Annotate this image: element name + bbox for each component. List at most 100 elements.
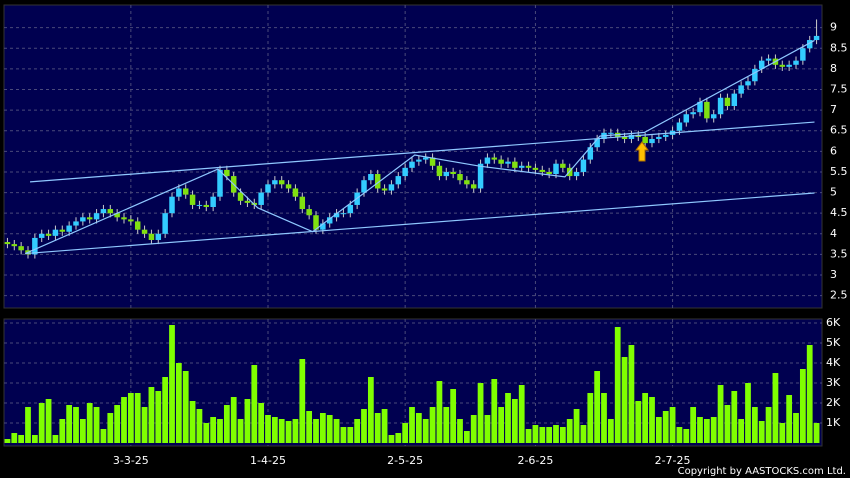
volume-bar (189, 401, 196, 443)
volume-bar (162, 377, 169, 443)
x-tick-label: 2-6-25 (517, 454, 553, 467)
candle-body (38, 233, 45, 238)
candle-body (182, 188, 189, 195)
volume-bar (422, 419, 429, 443)
candle-body (59, 229, 66, 232)
candle-body (347, 204, 354, 214)
volume-bar (415, 413, 422, 443)
candle-body (758, 60, 765, 69)
volume-bar (196, 409, 203, 443)
candle-body (128, 219, 134, 222)
candle-body (745, 81, 751, 86)
candle-body (340, 213, 347, 215)
candle-body (292, 188, 299, 197)
candle-body (443, 171, 450, 177)
volume-bar (463, 431, 470, 443)
volume-bar (127, 393, 134, 443)
volume-bar (717, 385, 724, 443)
y-tick-label: 2.5 (830, 289, 848, 302)
volume-bar (217, 419, 223, 443)
candle-body (217, 169, 223, 197)
volume-bar (525, 429, 532, 443)
candle-body (416, 159, 422, 162)
x-tick-label: 2-7-25 (655, 454, 691, 467)
volume-bar (683, 429, 690, 443)
volume-bar (93, 407, 100, 443)
plot-layer: 2.5 3 3.5 4 4.5 5 5.5 6 6.5 7 7.5 8 8.5 9 1K 2K 3K 4K 5K 6K… (4, 5, 848, 467)
candle-body (134, 221, 141, 230)
volume-bar (100, 429, 107, 443)
volume-tick-label: 2K (826, 396, 841, 409)
volume-tick-label: 6K (826, 316, 841, 329)
candle-body (553, 163, 559, 175)
volume-bar (182, 371, 189, 443)
candle-body (532, 167, 539, 170)
volume-bar (210, 417, 217, 443)
candle-body (388, 184, 395, 191)
y-tick-label: 3.5 (830, 247, 848, 260)
volume-bar (669, 407, 676, 443)
volume-bar (313, 419, 319, 443)
volume-bar (491, 379, 498, 443)
volume-bar (443, 407, 450, 443)
volume-bar (566, 419, 573, 443)
volume-bar (765, 407, 772, 443)
candle-body (361, 180, 367, 193)
volume-bar (367, 377, 374, 443)
volume-bar (594, 371, 601, 443)
candle-body (4, 242, 11, 245)
volume-bar (86, 403, 93, 443)
candle-body (210, 196, 216, 207)
candle-body (525, 165, 532, 168)
candle-body (457, 174, 463, 181)
candle-body (806, 40, 813, 49)
volume-bar (635, 401, 642, 443)
volume-bar (786, 395, 793, 443)
volume-bar (587, 393, 594, 443)
volume-bar (361, 409, 367, 443)
volume-bar (45, 399, 52, 443)
volume-bar (169, 325, 175, 443)
candle-body (710, 114, 717, 119)
arrow-icon (635, 141, 649, 162)
candle-body (738, 85, 744, 94)
candle-body (621, 136, 628, 139)
volume-bar (38, 403, 45, 443)
candle-body (560, 163, 566, 168)
candle-body (169, 196, 175, 214)
candle-body (66, 225, 72, 232)
candle-body (683, 114, 690, 123)
y-tick-label: 6 (830, 144, 837, 157)
volume-bar (271, 417, 278, 443)
volume-bar (285, 421, 292, 443)
candle-body (498, 159, 504, 164)
candle-body (484, 157, 491, 164)
candle-body (724, 97, 731, 106)
volume-bar (203, 423, 210, 443)
volume-bar (175, 363, 182, 443)
volume-bar (607, 419, 614, 443)
candle-body (189, 194, 196, 205)
volume-bar (601, 393, 607, 443)
candle-body (285, 184, 292, 189)
candle-body (436, 165, 443, 177)
candle-body (752, 68, 758, 82)
trend-line (30, 121, 815, 183)
volume-bar (107, 413, 114, 443)
volume-bar (73, 407, 79, 443)
volume-bar (779, 423, 786, 443)
candle-body (642, 136, 648, 144)
volume-bar (738, 419, 745, 443)
volume-bar (121, 397, 127, 443)
volume-bar (395, 433, 402, 443)
candle-body (121, 217, 127, 220)
candle-body (450, 171, 456, 175)
volume-bar (155, 391, 162, 443)
candle-body (662, 134, 669, 137)
candle-body (491, 157, 498, 160)
volume-bar (450, 389, 457, 443)
y-tick-label: 8 (830, 62, 837, 75)
candle-body (649, 138, 655, 144)
volume-bar (230, 397, 237, 443)
volume-tick-label: 4K (826, 356, 841, 369)
